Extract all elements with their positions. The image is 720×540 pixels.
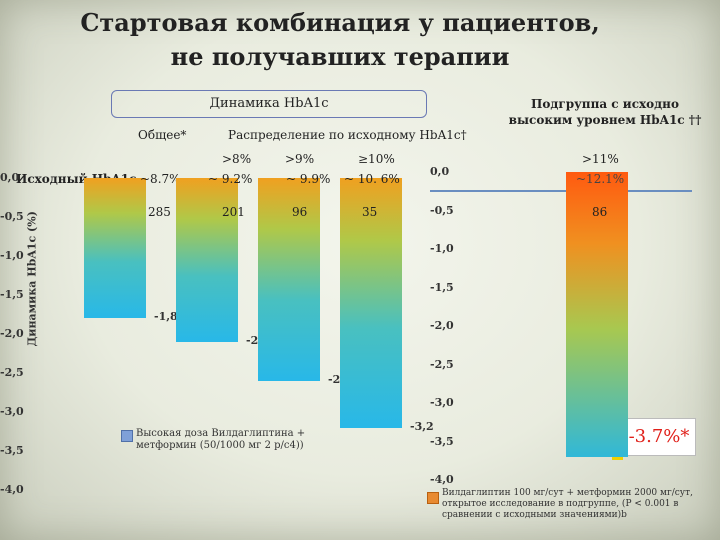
- legend-text-right: Вилдаглиптин 100 мг/сут + метформин 2000…: [442, 488, 693, 520]
- y-tick-left: -2,5: [0, 366, 24, 379]
- y-tick-left: -1,5: [0, 288, 24, 301]
- y-tick-left: 0,0: [0, 171, 20, 184]
- y-tick-right: -2,0: [430, 319, 454, 332]
- y-tick-right: -3,5: [430, 434, 454, 448]
- n-value: 96: [292, 205, 308, 219]
- legend-swatch-right: [427, 492, 439, 504]
- y-tick-left: -2,0: [0, 327, 24, 340]
- y-tick-left: -3,5: [0, 444, 24, 457]
- subgroup-title: Подгруппа с исходно высоким уровнем HbA1…: [508, 97, 702, 127]
- range-label: >9%: [285, 152, 315, 166]
- n-value: 35: [362, 205, 378, 219]
- bar-right-1: [566, 172, 628, 457]
- y-tick-right: -4,0: [430, 473, 454, 486]
- subgroup-zero-line: [430, 190, 692, 192]
- baseline-value: ~8.7%: [140, 172, 181, 186]
- y-tick-right: -1,0: [430, 242, 454, 255]
- baseline-value: ~ 10. 6%: [344, 172, 400, 186]
- bar-value-label: -3,2: [410, 419, 434, 433]
- n-value: 86: [592, 205, 608, 219]
- n-value: 201: [222, 205, 245, 219]
- hba1c-dynamics-header: Динамика HbA1c: [111, 90, 427, 118]
- y-tick-left: -4,0: [0, 483, 24, 496]
- y-tick-right: -1,5: [430, 280, 454, 294]
- legend-text-left: Высокая доза Вилдаглиптина + метформин (…: [136, 428, 306, 451]
- y-tick-right: 0,0: [430, 165, 450, 178]
- bar-left-1: [84, 178, 146, 319]
- baseline-value: ~ 9.2%: [208, 172, 253, 186]
- y-tick-left: -0,5: [0, 210, 24, 223]
- y-tick-left: -3,0: [0, 405, 24, 418]
- baseline-value: ~ 9.9%: [286, 172, 331, 186]
- y-tick-right: -3,0: [430, 396, 454, 409]
- overall-label: Общее*: [138, 128, 187, 142]
- callout-value: -3.7%*: [622, 418, 696, 456]
- slide-title: Стартовая комбинация у пациентов, не пол…: [80, 8, 600, 71]
- bar-value-label: -1,8: [154, 310, 178, 324]
- distribution-label: Распределение по исходному HbA1c†: [228, 128, 467, 142]
- legend-swatch-left: [121, 430, 133, 442]
- range-label: ≥10%: [358, 152, 395, 166]
- n-value: 285: [148, 205, 171, 219]
- y-tick-right: -0,5: [430, 203, 454, 217]
- bar-left-2: [176, 178, 238, 342]
- range-label: >11%: [582, 152, 619, 166]
- baseline-value: ~12.1%: [576, 172, 625, 186]
- range-label: >8%: [222, 152, 252, 166]
- y-tick-left: -1,0: [0, 249, 24, 262]
- bar-left-3: [258, 178, 320, 381]
- y-axis-title: Динамика HbA1c (%): [25, 211, 39, 347]
- bar-left-4: [340, 178, 402, 428]
- y-tick-right: -2,5: [430, 357, 454, 371]
